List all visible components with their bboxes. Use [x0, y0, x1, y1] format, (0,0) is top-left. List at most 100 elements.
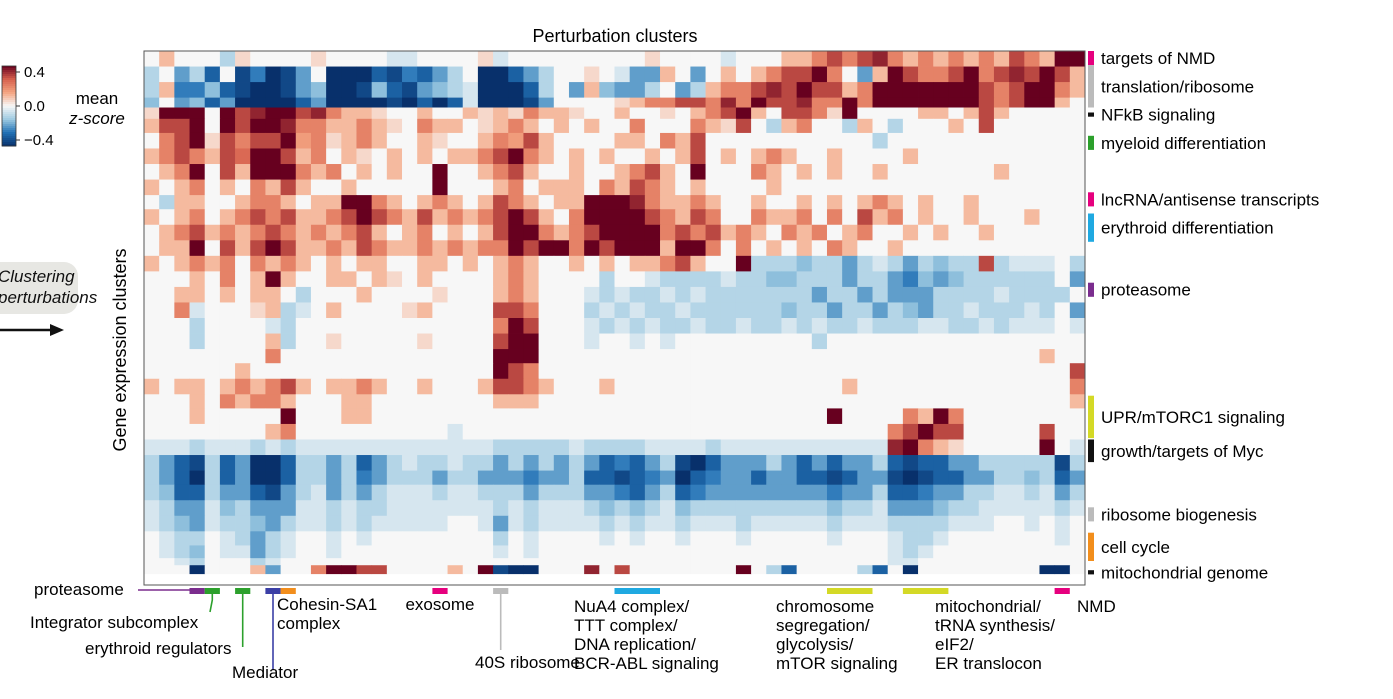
- heatmap-cell: [447, 51, 464, 67]
- heatmap-cell: [1069, 349, 1086, 364]
- heatmap-cell: [447, 455, 464, 471]
- column-cluster-label: chromosome segregation/glycolysis/mTOR si…: [776, 597, 898, 673]
- heatmap-cell: [341, 349, 357, 364]
- heatmap-cell: [341, 132, 357, 149]
- heatmap-cell: [477, 209, 494, 226]
- heatmap-cell: [993, 439, 1010, 456]
- heatmap-cell: [159, 439, 175, 456]
- heatmap-cell: [174, 470, 190, 486]
- heatmap-cell: [553, 378, 570, 395]
- heatmap-cell: [219, 148, 236, 165]
- heatmap-cell: [432, 148, 448, 165]
- side-arrow: [0, 324, 64, 336]
- heatmap-cell: [933, 333, 949, 350]
- heatmap-cell: [189, 408, 206, 425]
- heatmap-cell: [356, 82, 373, 99]
- heatmap-cell: [371, 455, 388, 471]
- heatmap-cell: [584, 565, 600, 575]
- heatmap-cell: [690, 209, 706, 226]
- heatmap-cell: [402, 423, 418, 440]
- heatmap-cell: [553, 423, 570, 440]
- heatmap-cell: [250, 240, 266, 257]
- side-annotation-line2: perturbations: [0, 288, 98, 307]
- heatmap-cell: [584, 455, 600, 471]
- heatmap-cell: [1069, 66, 1086, 83]
- heatmap-cell: [735, 455, 752, 471]
- heatmap-cell: [963, 179, 980, 196]
- heatmap-cell: [933, 164, 949, 180]
- heatmap-cell: [720, 148, 737, 165]
- heatmap-cell: [918, 286, 934, 303]
- heatmap-cell: [1039, 378, 1056, 395]
- heatmap-cell: [705, 209, 722, 226]
- heatmap-cell: [826, 558, 843, 566]
- heatmap-cell: [310, 148, 327, 165]
- heatmap-cell: [705, 333, 722, 350]
- heatmap-cell: [902, 118, 919, 134]
- heatmap-cell: [918, 118, 934, 134]
- heatmap-cell: [781, 240, 798, 257]
- heatmap-cell: [963, 164, 980, 180]
- heatmap-cell: [842, 132, 858, 149]
- heatmap-cell: [462, 470, 479, 486]
- heatmap-cell: [447, 224, 464, 241]
- heatmap-cell: [644, 132, 661, 149]
- column-cluster-label-line: ER translocon: [935, 654, 1042, 673]
- heatmap-cell: [326, 565, 342, 575]
- heatmap-cell: [1039, 51, 1056, 67]
- heatmap-cell: [660, 439, 676, 456]
- heatmap-cell: [948, 240, 964, 257]
- heatmap-cell: [295, 545, 312, 559]
- heatmap-cell: [781, 107, 798, 120]
- heatmap-cell: [310, 439, 327, 456]
- heatmap-cell: [690, 286, 706, 303]
- heatmap-cell: [644, 255, 661, 272]
- heatmap-cell: [766, 255, 782, 272]
- heatmap-cell: [675, 224, 691, 241]
- heatmap-cell: [584, 515, 600, 532]
- heatmap-cell: [386, 565, 403, 575]
- heatmap-cell: [720, 240, 737, 257]
- heatmap-cell: [553, 255, 570, 272]
- heatmap-cell: [918, 66, 934, 83]
- heatmap-cell: [811, 545, 828, 559]
- heatmap-cell: [417, 470, 433, 486]
- heatmap-cell: [1009, 107, 1025, 120]
- heatmap-cell: [493, 318, 509, 334]
- heatmap-cell: [781, 271, 798, 288]
- heatmap-cell: [144, 195, 160, 210]
- heatmap-cell: [751, 545, 767, 559]
- heatmap-cell: [326, 484, 342, 501]
- heatmap-cell: [826, 439, 843, 456]
- heatmap-cell: [568, 545, 585, 559]
- heatmap-cell: [751, 240, 767, 257]
- heatmap-cell: [432, 515, 448, 532]
- heatmap-cell: [341, 118, 357, 134]
- heatmap-cell: [660, 51, 676, 67]
- heatmap-cell: [341, 500, 357, 517]
- heatmap-cell: [159, 531, 175, 546]
- heatmap-cell: [432, 66, 448, 83]
- heatmap-cell: [705, 394, 722, 409]
- column-cluster-label-line: NuA4 complex/: [574, 597, 690, 616]
- heatmap-cell: [462, 148, 479, 165]
- heatmap-cell: [614, 423, 631, 440]
- heatmap-cell: [1009, 66, 1025, 83]
- heatmap-cell: [978, 349, 995, 364]
- heatmap-cell: [462, 82, 479, 99]
- heatmap-cell: [1039, 224, 1056, 241]
- heatmap-cell: [842, 107, 858, 120]
- heatmap-cell: [447, 271, 464, 288]
- heatmap-cell: [781, 565, 798, 575]
- heatmap-cell: [614, 545, 631, 559]
- heatmap-cell: [720, 333, 737, 350]
- heatmap-cell: [219, 82, 236, 99]
- heatmap-cell: [371, 82, 388, 99]
- heatmap-cell: [310, 545, 327, 559]
- heatmap-cell: [310, 455, 327, 471]
- heatmap-cell: [796, 164, 813, 180]
- heatmap-cell: [751, 318, 767, 334]
- heatmap-cell: [1069, 423, 1086, 440]
- heatmap-cell: [584, 195, 600, 210]
- heatmap-cell: [1054, 118, 1071, 134]
